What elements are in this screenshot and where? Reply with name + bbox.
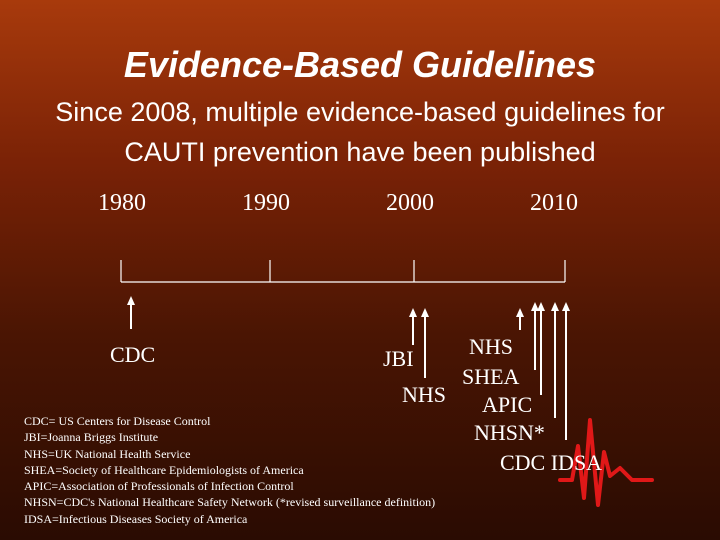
year-label-2000: 2000 [386, 190, 434, 216]
legend-item-idsa: IDSA=Infectious Diseases Society of Amer… [24, 511, 248, 526]
year-label-2010: 2010 [530, 190, 578, 216]
org-label-shea: SHEA [462, 364, 520, 389]
legend-item-nhsn: NHSN=CDC's National Healthcare Safety Ne… [24, 495, 436, 510]
arrow-jbi [409, 308, 417, 345]
org-label-apic: APIC [482, 392, 533, 417]
org-label-nhsn: NHSN* [474, 420, 545, 445]
arrow-nhs-2007 [516, 308, 524, 330]
slide-title: Evidence-Based Guidelines [123, 44, 597, 85]
org-label-jbi: JBI [383, 346, 414, 371]
legend-item-shea: SHEA=Society of Healthcare Epidemiologis… [24, 462, 304, 477]
legend-item-apic: APIC=Association of Professionals of Inf… [24, 479, 294, 494]
legend-item-cdc: CDC= US Centers for Disease Control [24, 414, 211, 428]
legend-item-nhs: NHS=UK National Health Service [24, 446, 191, 461]
legend-item-jbi: JBI=Joanna Briggs Institute [24, 430, 159, 445]
arrow-shea [531, 302, 539, 370]
org-label-cdc-1981: CDC [110, 342, 156, 367]
arrow-nhsn [551, 302, 559, 418]
org-label-nhs-2007: NHS [469, 334, 514, 359]
arrow-nhs-2001 [421, 308, 429, 378]
org-label-cdc-idsa: CDC IDSA [500, 450, 603, 475]
year-label-1980: 1980 [98, 190, 146, 216]
org-label-nhs-2001: NHS [402, 382, 447, 407]
year-label-1990: 1990 [242, 190, 290, 216]
abbreviation-legend: CDC= US Centers for Disease Control JBI=… [24, 413, 435, 527]
arrow-apic [537, 302, 545, 395]
arrow-cdc-idsa [562, 302, 570, 440]
arrow-cdc-1981 [127, 296, 135, 329]
slide-subtitle: Since 2008, multiple evidence-based guid… [55, 97, 665, 167]
ekg-line-decoration [558, 418, 654, 507]
